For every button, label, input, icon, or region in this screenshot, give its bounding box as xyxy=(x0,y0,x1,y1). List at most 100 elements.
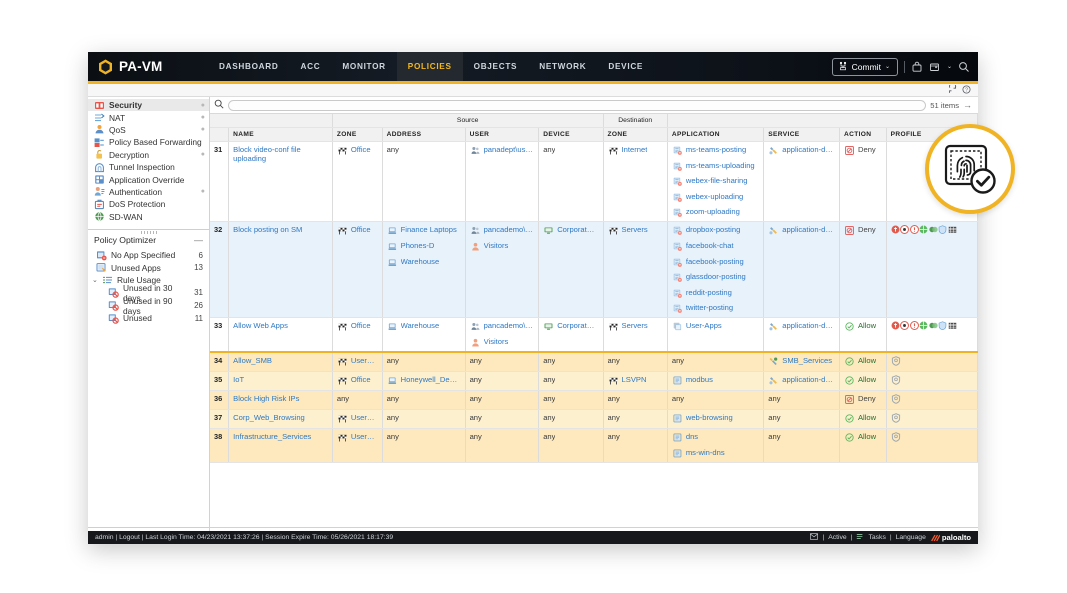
nav-item-dashboard[interactable]: DASHBOARD xyxy=(219,62,279,71)
rule-action[interactable]: Allow xyxy=(839,317,887,353)
logout-link[interactable]: Logout xyxy=(119,534,140,541)
col-header-destination-zone[interactable]: ZONE xyxy=(603,127,668,142)
rule-application[interactable]: dns ms-win-dns xyxy=(667,428,765,463)
sidebar-item-policy-based-forwarding[interactable]: Policy Based Forwarding xyxy=(88,136,209,148)
rule-profile[interactable] xyxy=(886,409,978,429)
col-header-service[interactable]: SERVICE xyxy=(763,127,840,142)
rule-application[interactable]: any xyxy=(667,390,765,410)
table-row[interactable]: 32 Block posting on SM Office Finance Lapto… xyxy=(210,221,978,319)
profile-group-icon[interactable] xyxy=(891,432,901,444)
profile-url-icon[interactable] xyxy=(919,321,928,332)
panel-resize-grip[interactable] xyxy=(140,230,157,234)
rule-profile[interactable] xyxy=(886,317,978,353)
rule-source-zone[interactable]: Office xyxy=(332,141,383,223)
help-icon[interactable]: ? xyxy=(962,81,971,99)
rule-profile[interactable] xyxy=(886,371,978,391)
search-icon[interactable] xyxy=(958,61,970,73)
rule-source-address[interactable]: any xyxy=(382,409,466,429)
rule-source-user[interactable]: panadept\users xyxy=(465,141,540,223)
search-input[interactable] xyxy=(228,99,927,111)
rule-service[interactable]: application-default xyxy=(763,141,840,223)
nav-item-policies[interactable]: POLICIES xyxy=(396,52,463,81)
col-header-source-user[interactable]: USER xyxy=(465,127,540,142)
rule-source-user[interactable]: pancademo\users Visitors xyxy=(465,221,540,319)
rule-source-device[interactable]: Corporate T... xyxy=(538,317,604,353)
sidebar-item-tunnel-inspection[interactable]: Tunnel Inspection xyxy=(88,161,209,173)
rule-application[interactable]: any xyxy=(667,350,765,372)
profile-df-icon[interactable] xyxy=(938,321,947,332)
rule-service[interactable]: application-default xyxy=(763,317,840,353)
rule-source-address[interactable]: any xyxy=(382,141,466,223)
rule-profile[interactable] xyxy=(886,390,978,410)
rule-application[interactable]: User-Apps xyxy=(667,317,765,353)
rule-action[interactable]: Allow xyxy=(839,428,887,463)
rule-name[interactable]: Block High Risk IPs xyxy=(228,390,333,410)
profile-wf-icon[interactable] xyxy=(948,321,957,332)
rule-destination-zone[interactable]: Internet xyxy=(603,141,668,223)
rule-action[interactable]: Deny xyxy=(839,141,887,223)
rule-application[interactable]: ms-teams-posting ms-teams-uploading webex-… xyxy=(667,141,765,223)
profile-url-icon[interactable] xyxy=(919,225,928,236)
rule-destination-zone[interactable]: any xyxy=(603,409,668,429)
rule-source-address[interactable]: Honeywell_Devi... xyxy=(382,371,466,391)
rule-name[interactable]: Block video-conf file uploading xyxy=(228,141,333,223)
commit-button[interactable]: Commit ⌄ xyxy=(831,57,898,76)
profile-icon-group[interactable] xyxy=(891,225,973,236)
rule-service[interactable]: any xyxy=(763,409,840,429)
sidebar-item-decryption[interactable]: Decryption ● xyxy=(88,149,209,161)
rule-source-zone[interactable]: Office xyxy=(332,317,383,353)
sidebar-item-qos[interactable]: QoS ● xyxy=(88,124,209,136)
rule-destination-zone[interactable]: any xyxy=(603,350,668,372)
rule-action[interactable]: Allow xyxy=(839,350,887,372)
profile-df-icon[interactable] xyxy=(938,225,947,236)
rule-source-user[interactable]: any xyxy=(465,350,540,372)
chevron-down-icon-2[interactable]: ⌄ xyxy=(946,64,952,70)
rule-source-user[interactable]: any xyxy=(465,428,540,463)
table-row[interactable]: 31 Block video-conf file uploading Office a… xyxy=(210,141,978,223)
table-row[interactable]: 35 IoT Office Honeywell_Devi... any any LSVPN m… xyxy=(210,371,978,391)
rule-service[interactable]: SMB_Services xyxy=(763,350,840,372)
profile-wf-icon[interactable] xyxy=(948,225,957,236)
rule-source-address[interactable]: any xyxy=(382,350,466,372)
rule-service[interactable]: any xyxy=(763,428,840,463)
rule-application[interactable]: dropbox-posting facebook-chat facebook-pos… xyxy=(667,221,765,319)
profile-fb-icon[interactable] xyxy=(929,225,938,236)
rule-source-device[interactable]: any xyxy=(538,141,604,223)
rule-service[interactable]: application-default xyxy=(763,221,840,319)
rule-application[interactable]: modbus xyxy=(667,371,765,391)
language-label[interactable]: Language xyxy=(895,534,926,541)
profile-vp-icon[interactable] xyxy=(909,225,919,236)
rule-source-address[interactable]: Warehouse xyxy=(382,317,466,353)
rule-source-zone[interactable]: User_Tap xyxy=(332,409,383,429)
col-header-source-address[interactable]: ADDRESS xyxy=(382,127,466,142)
col-header-name[interactable]: NAME xyxy=(228,127,333,142)
rule-action[interactable]: Allow xyxy=(839,371,887,391)
rule-profile[interactable] xyxy=(886,221,978,319)
rule-source-device[interactable]: any xyxy=(538,409,604,429)
profile-group-icon[interactable] xyxy=(891,375,901,387)
rule-source-address[interactable]: any xyxy=(382,390,466,410)
save-config-icon[interactable] xyxy=(929,61,941,73)
nav-item-monitor[interactable]: MONITOR xyxy=(342,62,386,71)
rule-source-user[interactable]: any xyxy=(465,390,540,410)
rule-source-address[interactable]: Finance Laptops Phones-D Warehouse xyxy=(382,221,466,319)
nav-item-network[interactable]: NETWORK xyxy=(539,62,587,71)
rule-name[interactable]: Infrastructure_Services xyxy=(228,428,333,463)
rule-profile[interactable] xyxy=(886,350,978,372)
profile-group-icon[interactable] xyxy=(891,413,901,425)
nav-item-objects[interactable]: OBJECTS xyxy=(473,62,518,71)
profile-icon-group[interactable] xyxy=(891,321,973,332)
rule-source-zone[interactable]: Office xyxy=(332,371,383,391)
po-item-no-app-specified[interactable]: No App Specified 6 xyxy=(88,249,209,262)
rule-profile[interactable] xyxy=(886,428,978,463)
col-header-source-zone[interactable]: ZONE xyxy=(332,127,383,142)
alerts-icon[interactable] xyxy=(810,533,819,542)
profile-av-icon[interactable] xyxy=(891,225,900,236)
po-item-unused[interactable]: Unused 11 xyxy=(88,312,209,325)
rule-source-zone[interactable]: Office xyxy=(332,221,383,319)
rule-source-user[interactable]: any xyxy=(465,371,540,391)
rule-destination-zone[interactable]: LSVPN xyxy=(603,371,668,391)
rule-service[interactable]: application-default xyxy=(763,371,840,391)
nav-item-acc[interactable]: ACC xyxy=(300,62,321,71)
